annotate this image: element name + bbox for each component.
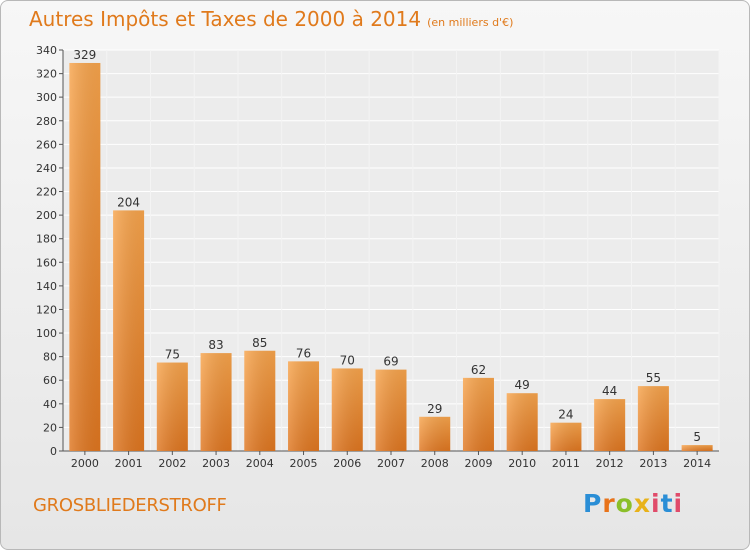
bars [69, 62, 713, 451]
y-tick-label: 0 [50, 445, 57, 458]
bar-shade [506, 393, 538, 451]
y-tick-label: 60 [43, 374, 57, 387]
y-tick-label: 100 [36, 327, 57, 340]
value-label: 329 [73, 48, 96, 62]
bar-shade [200, 353, 232, 451]
value-label: 44 [602, 384, 617, 398]
y-tick-label: 280 [36, 115, 57, 128]
bar-shade [681, 445, 713, 451]
proxiti-logo[interactable]: Proxiti [583, 489, 684, 518]
bar-shade [244, 350, 276, 451]
x-tick-label: 2014 [683, 457, 711, 470]
bar-shade [69, 62, 101, 451]
bar-shade [419, 416, 451, 451]
y-tick-label: 120 [36, 303, 57, 316]
y-tick-label: 300 [36, 91, 57, 104]
y-tick-label: 340 [36, 44, 57, 57]
y-tick-label: 180 [36, 233, 57, 246]
value-label: 62 [471, 363, 486, 377]
value-label: 49 [515, 378, 530, 392]
x-tick-label: 2012 [596, 457, 624, 470]
chart-title-text: Autres Impôts et Taxes de 2000 à 2014 [29, 7, 422, 31]
y-tick-label: 240 [36, 162, 57, 175]
x-tick-label: 2001 [115, 457, 143, 470]
bar-shade [375, 369, 407, 451]
chart-title: Autres Impôts et Taxes de 2000 à 2014 (en… [29, 7, 513, 31]
chart-unit: (en milliers d'€) [427, 16, 514, 29]
bar-shade [331, 368, 363, 451]
commune-name: GROSBLIEDERSTROFF [33, 495, 227, 516]
x-tick-label: 2000 [71, 457, 99, 470]
value-label: 76 [296, 346, 311, 360]
bar-shade [550, 422, 582, 451]
y-tick-label: 40 [43, 398, 57, 411]
x-tick-label: 2010 [508, 457, 536, 470]
bar-shade [594, 399, 626, 451]
x-tick-label: 2008 [421, 457, 449, 470]
y-tick-label: 20 [43, 421, 57, 434]
y-tick-label: 80 [43, 351, 57, 364]
bar-shade [288, 361, 320, 451]
x-tick-label: 2005 [290, 457, 318, 470]
value-label: 29 [427, 402, 442, 416]
value-label: 204 [117, 195, 140, 209]
x-tick-label: 2002 [158, 457, 186, 470]
x-tick-label: 2011 [552, 457, 580, 470]
x-tick-label: 2004 [246, 457, 274, 470]
value-label: 70 [340, 353, 355, 367]
bar-shade [462, 377, 494, 451]
value-label: 5 [693, 430, 701, 444]
value-label: 83 [208, 338, 223, 352]
x-tick-label: 2003 [202, 457, 230, 470]
value-label: 55 [646, 371, 661, 385]
value-label: 69 [383, 355, 398, 369]
axes: 0 20 40 60 80 100 120 140 160 180 200 220 240 260 280 3… [36, 44, 719, 470]
y-tick-label: 320 [36, 68, 57, 81]
y-tick-label: 200 [36, 209, 57, 222]
value-label: 24 [558, 408, 573, 422]
x-tick-label: 2006 [333, 457, 361, 470]
x-tick-label: 2013 [639, 457, 667, 470]
y-tick-label: 260 [36, 138, 57, 151]
bar-shade [637, 386, 669, 451]
y-tick-label: 140 [36, 280, 57, 293]
y-tick-label: 220 [36, 186, 57, 199]
y-tick-label: 160 [36, 256, 57, 269]
value-label: 75 [165, 348, 180, 362]
x-tick-label: 2007 [377, 457, 405, 470]
bar-shade [113, 210, 145, 451]
x-tick-label: 2009 [464, 457, 492, 470]
bar-shade [156, 362, 188, 451]
value-label: 85 [252, 336, 267, 350]
